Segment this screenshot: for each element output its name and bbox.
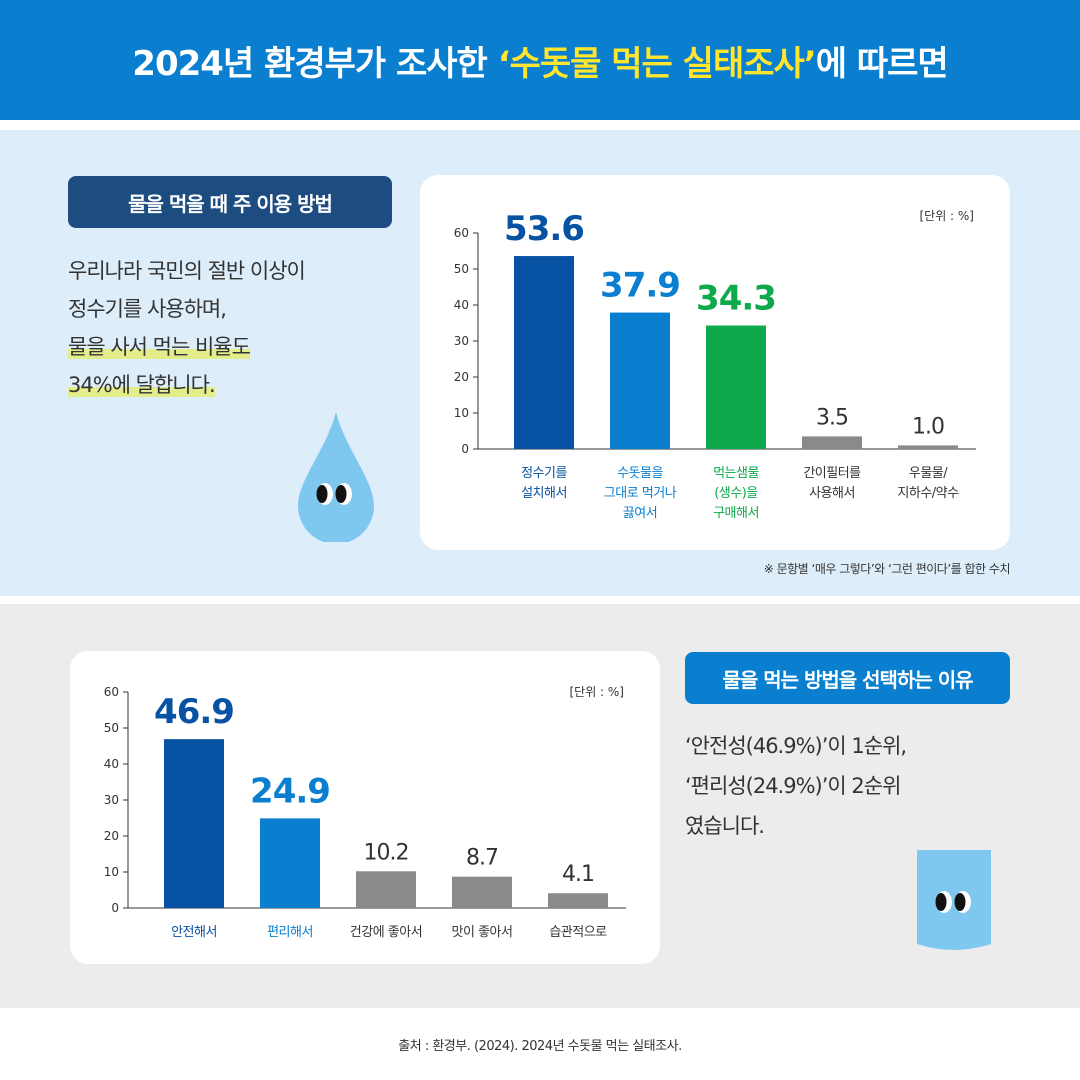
header-banner: 2024년 환경부가 조사한 ‘수돗물 먹는 실태조사’에 따르면 xyxy=(0,0,1080,120)
category-label: 건강에 좋아서 xyxy=(350,925,422,940)
bar-value-label: 37.9 xyxy=(600,266,680,306)
y-tick-label: 0 xyxy=(111,901,119,915)
usage-method-label: 물을 먹을 때 주 이용 방법 xyxy=(68,176,392,228)
y-tick-label: 30 xyxy=(454,334,469,348)
y-tick-label: 0 xyxy=(461,442,469,456)
bar-value-label: 8.7 xyxy=(466,846,498,871)
bar xyxy=(610,312,670,449)
desc-line: 우리나라 국민의 절반 이상이 xyxy=(68,259,306,283)
reason-bar-chart: 0 10 20 30 40 50 60 46.9 안전해서 24.9 편리해서 10.2 건강에 좋아서… xyxy=(104,685,626,940)
source-citation: 출처 : 환경부. (2024). 2024년 수돗물 먹는 실태조사. xyxy=(398,1039,682,1054)
bar xyxy=(260,818,320,908)
desc-line: 정수기를 사용하며, xyxy=(68,297,227,321)
bar-value-label: 46.9 xyxy=(154,692,234,732)
bar xyxy=(706,325,766,449)
reason-description: ‘안전성(46.9%)’이 1순위, ‘편리성(24.9%)’이 2순위 였습니… xyxy=(685,726,907,846)
page-title: 2024년 환경부가 조사한 ‘수돗물 먹는 실태조사’에 따르면 xyxy=(132,36,949,85)
category-label: 간이필터를 사용해서 xyxy=(803,466,861,501)
bar xyxy=(452,876,512,908)
water-cup-character-icon xyxy=(917,850,991,950)
reason-chart-card: [단위 : %] 0 10 20 30 40 50 60 46.9 안전해서 24.9 편리해서 10… xyxy=(70,651,660,964)
bar xyxy=(548,893,608,908)
y-tick-label: 60 xyxy=(104,685,119,699)
water-drop-character-icon xyxy=(298,412,374,542)
y-tick-label: 40 xyxy=(104,757,119,771)
chart-unit-label: [단위 : %] xyxy=(919,209,974,223)
bar-value-label: 34.3 xyxy=(696,279,776,319)
category-label: 맛이 좋아서 xyxy=(452,925,513,940)
usage-method-bar-chart: 0 10 20 30 40 50 60 53.6 정수기를 설치해서 37.9 수돗물을 그대로 먹거나… xyxy=(454,209,976,521)
y-tick-label: 40 xyxy=(454,298,469,312)
y-tick-label: 20 xyxy=(454,370,469,384)
y-tick-label: 20 xyxy=(104,829,119,843)
y-tick-label: 60 xyxy=(454,226,469,240)
usage-method-chart-card: [단위 : %] 0 10 20 30 40 50 60 53.6 정수기를 설치해서 37.9 수돗… xyxy=(420,175,1010,550)
chart-footnote: ※ 문항별 ‘매우 그렇다’와 ‘그런 편이다’를 합한 수치 xyxy=(763,562,1011,576)
title-prefix: 2024년 환경부가 조사한 xyxy=(132,43,498,84)
bar xyxy=(802,436,862,449)
bar xyxy=(514,256,574,449)
desc-line: ‘안전성(46.9%)’이 1순위, xyxy=(685,734,907,758)
desc-line: 였습니다. xyxy=(685,814,765,838)
desc-line: ‘편리성(24.9%)’이 2순위 xyxy=(685,774,901,798)
category-label: 습관적으로 xyxy=(549,925,607,940)
bar xyxy=(356,871,416,908)
desc-line-highlighted: 34%에 달합니다. xyxy=(68,373,216,397)
desc-line-highlighted: 물을 사서 먹는 비율도 xyxy=(68,335,251,359)
usage-method-description: 우리나라 국민의 절반 이상이 정수기를 사용하며, 물을 사서 먹는 비율도 … xyxy=(68,252,306,404)
title-highlight: ‘수돗물 먹는 실태조사’ xyxy=(497,43,817,84)
category-label: 우물물/지하수/약수 xyxy=(897,466,959,501)
category-label: 수돗물을 그대로 먹거나 끓여서 xyxy=(604,466,677,521)
bar xyxy=(898,445,958,449)
bar-value-label: 3.5 xyxy=(816,405,848,430)
bar-value-label: 53.6 xyxy=(504,209,584,249)
y-tick-label: 10 xyxy=(454,406,469,420)
chart-unit-label: [단위 : %] xyxy=(569,685,624,699)
category-label: 안전해서 xyxy=(171,925,217,940)
category-label: 정수기를 설치해서 xyxy=(521,466,567,501)
category-label: 먹는샘물 (생수)을 구매해서 xyxy=(713,466,759,521)
bar-value-label: 4.1 xyxy=(562,862,594,887)
title-suffix: 에 따르면 xyxy=(815,43,949,84)
bar xyxy=(164,739,224,908)
reason-label: 물을 먹는 방법을 선택하는 이유 xyxy=(685,652,1010,704)
bar-value-label: 10.2 xyxy=(364,840,409,865)
y-tick-label: 10 xyxy=(104,865,119,879)
y-tick-label: 30 xyxy=(104,793,119,807)
y-tick-label: 50 xyxy=(454,262,469,276)
bar-value-label: 24.9 xyxy=(250,771,330,811)
bar-value-label: 1.0 xyxy=(912,414,944,439)
category-label: 편리해서 xyxy=(267,925,313,940)
y-tick-label: 50 xyxy=(104,721,119,735)
